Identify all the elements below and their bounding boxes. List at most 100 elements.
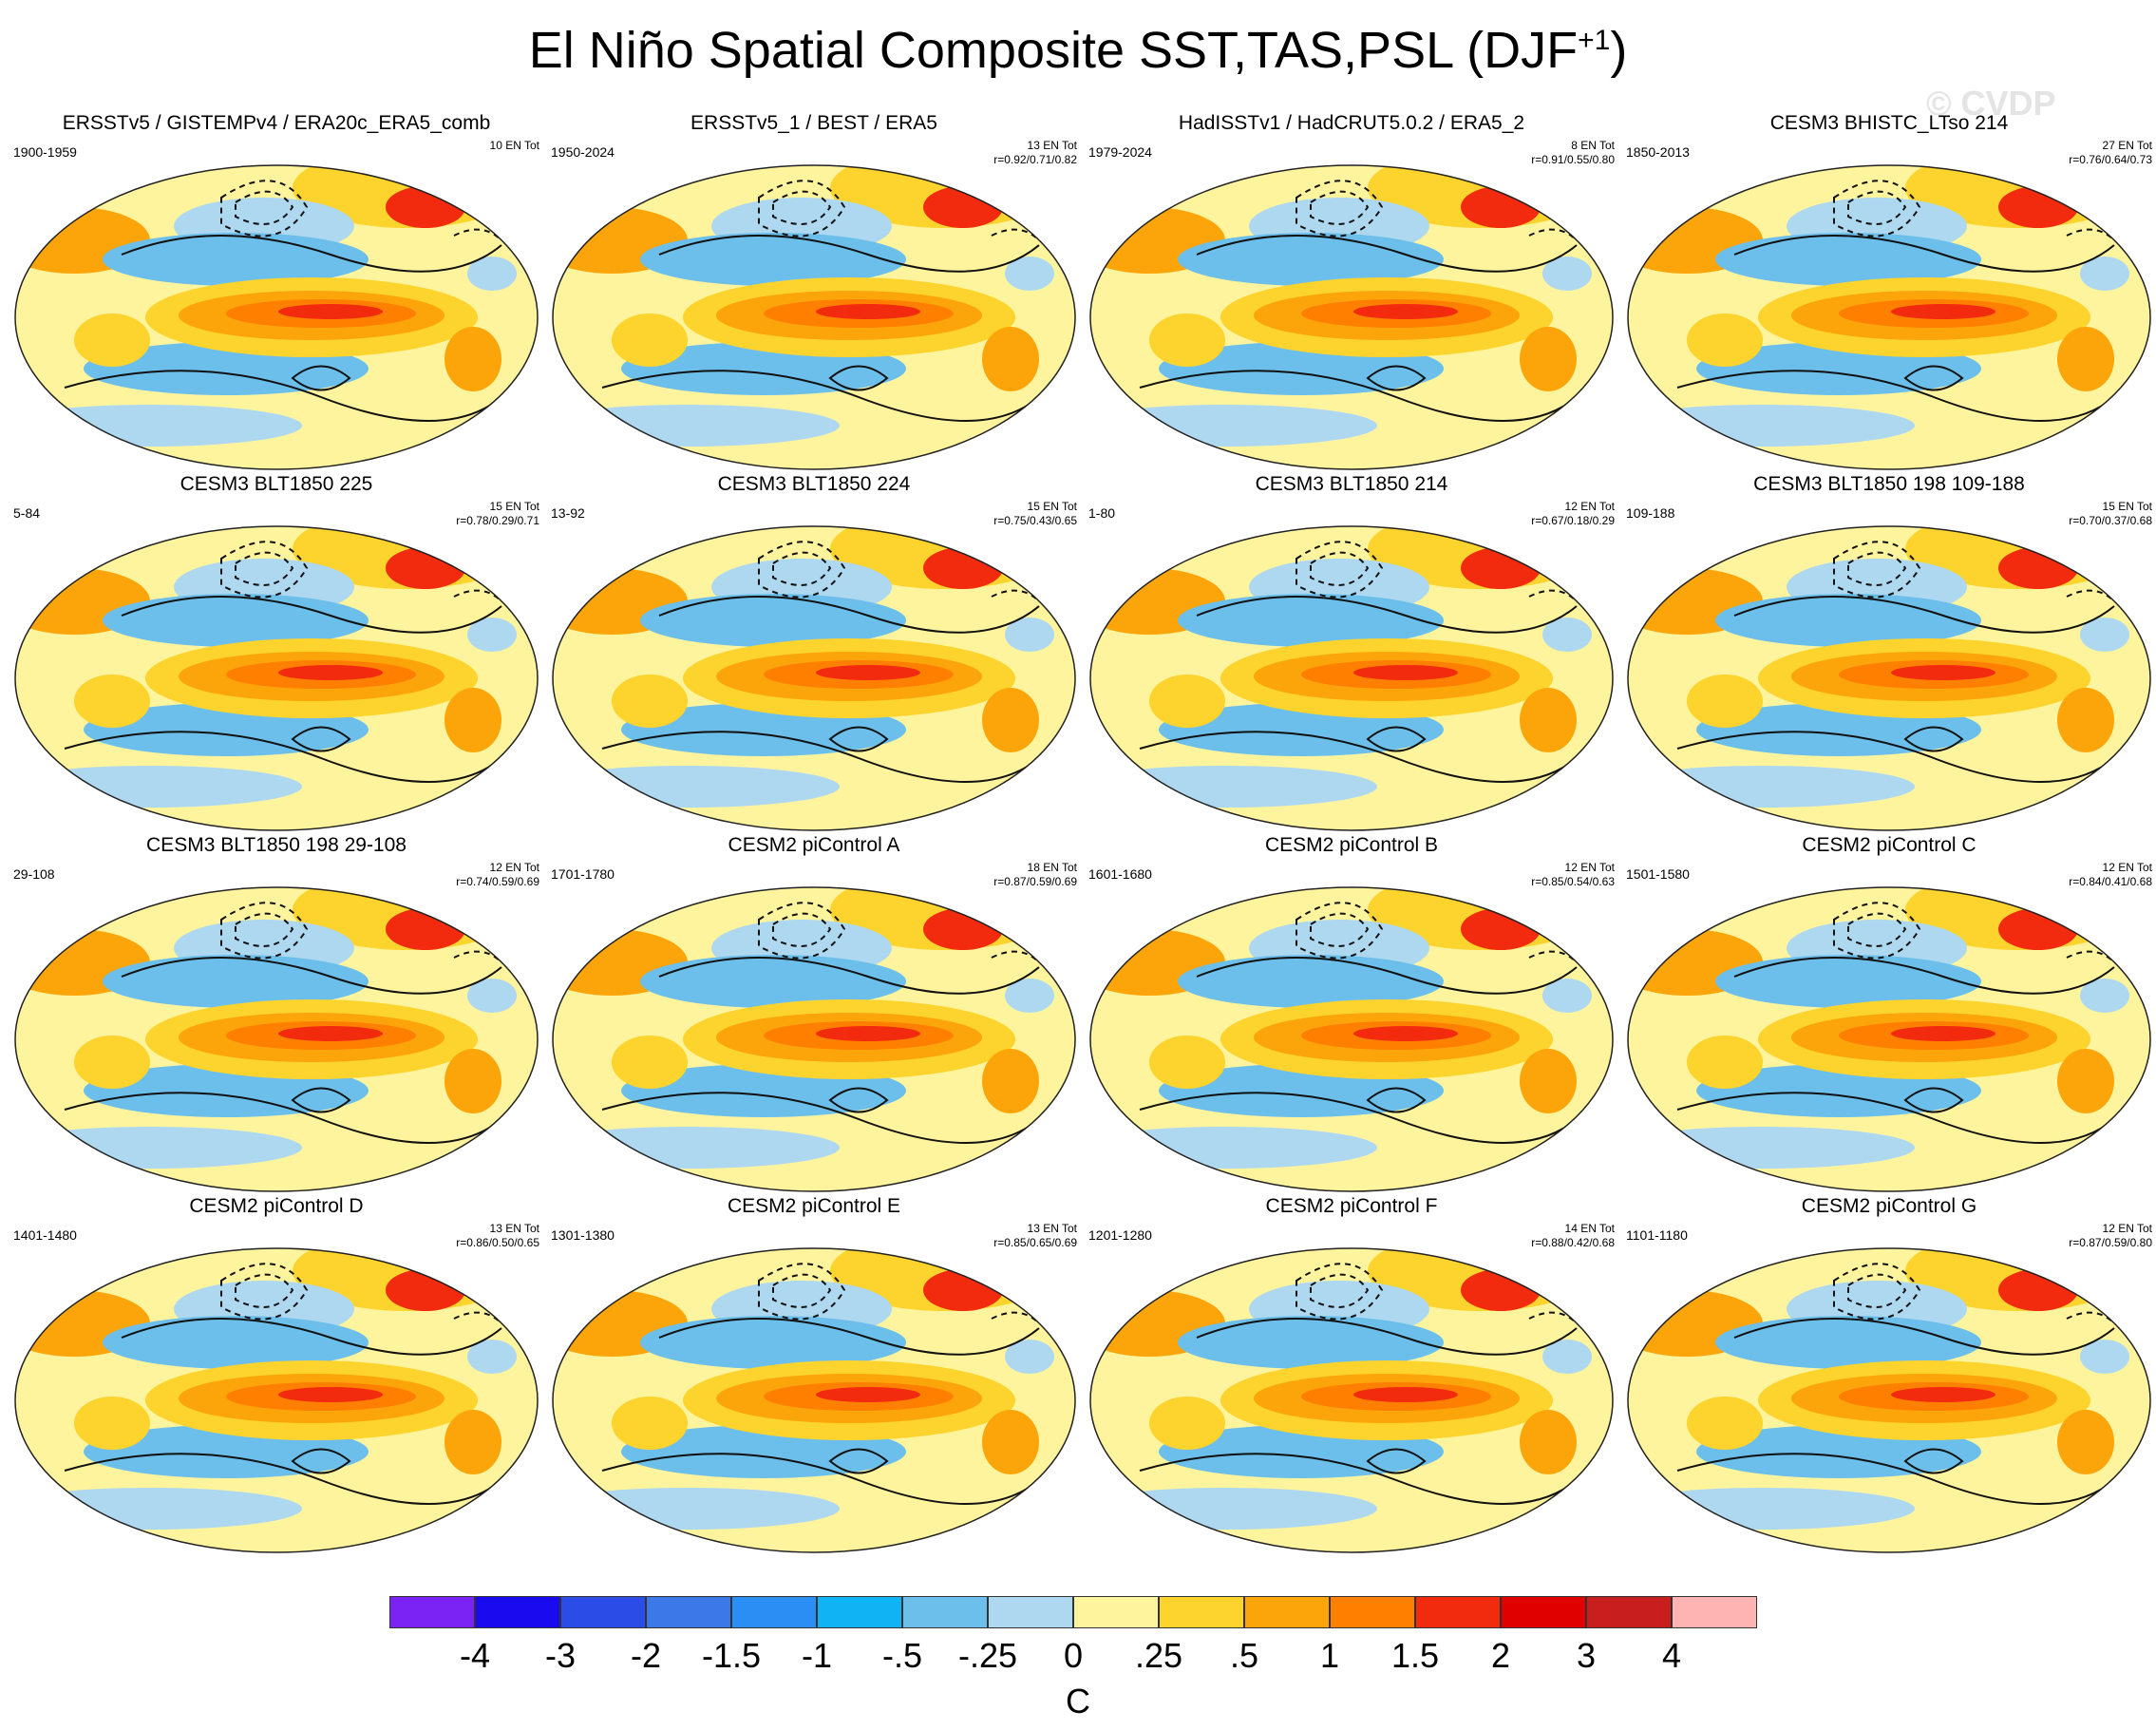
psl-positive-contour: [1196, 957, 1578, 995]
psl-positive-contour: [658, 1318, 1040, 1356]
psl-positive-contour: [658, 235, 1040, 273]
south-america-warm-zone: [982, 327, 1039, 391]
maritime-continent-warm-zone: [612, 675, 688, 728]
panel-event-count: 13 EN Tot: [489, 1222, 539, 1235]
panel-period: 109-188: [1626, 505, 1675, 521]
nino-core: [1891, 304, 1995, 319]
psl-negative-contour: [235, 912, 294, 947]
psl-negative-contour: [772, 190, 832, 225]
colorbar-swatch: [1586, 1596, 1672, 1628]
colorbar-tick-label: 1: [1319, 1636, 1340, 1675]
maritime-continent-warm-zone: [1149, 314, 1225, 367]
atlantic-cool-zone: [1005, 979, 1054, 1013]
map-outline: [1627, 1247, 2151, 1553]
panel-event-count: 12 EN Tot: [489, 861, 539, 874]
psl-negative-contour: [1295, 180, 1384, 238]
colorbar-units: C: [1066, 1682, 1090, 1720]
nino-core: [278, 665, 383, 680]
psl-negative-contour: [220, 180, 309, 238]
psl-high-contour: [828, 726, 889, 752]
south-america-warm-zone: [2057, 688, 2114, 752]
psl-high-contour: [291, 1087, 351, 1113]
psl-positive-contour: [121, 596, 502, 634]
panel-period: 1701-1780: [551, 866, 615, 882]
atlantic-cool-zone: [2080, 979, 2129, 1013]
nino-core: [816, 665, 920, 680]
world-map: [1089, 886, 1614, 1192]
colorbar-tick-label: 2: [1490, 1636, 1511, 1675]
panel-title: CESM2 piControl F: [1265, 1195, 1438, 1217]
south-america-warm-zone: [2057, 1049, 2114, 1113]
panel-event-count: 14 EN Tot: [1564, 1222, 1615, 1235]
psl-negative-contour: [220, 541, 309, 599]
colorbar-tick-label: -3: [544, 1636, 576, 1675]
map-panel: CESM2 piControl C 1501-1580 12 EN Tot r=0.8…: [1620, 834, 2156, 1193]
panel-correlation: r=0.74/0.59/0.69: [456, 875, 539, 888]
panel-correlation: r=0.87/0.59/0.80: [2069, 1236, 2152, 1249]
panel-period: 1601-1680: [1088, 866, 1152, 882]
psl-positive-contour: [1139, 1453, 1578, 1505]
panel-title: ERSSTv5_1 / BEST / ERA5: [690, 112, 937, 134]
psl-high-contour: [291, 365, 351, 391]
panel-period: 1979-2024: [1088, 144, 1152, 160]
psl-positive-contour: [1139, 731, 1578, 783]
panel-event-count: 18 EN Tot: [1027, 861, 1077, 874]
psl-positive-contour: [1733, 957, 2115, 995]
world-map: [1627, 164, 2151, 470]
panel-event-count: 12 EN Tot: [2102, 861, 2152, 874]
panel-period: 1201-1280: [1088, 1227, 1152, 1243]
southern-ocean-cool-zone: [553, 405, 840, 447]
panel-period: 1-80: [1088, 505, 1116, 521]
psl-negative-contour: [1295, 1263, 1384, 1321]
psl-positive-contour: [1733, 235, 2115, 273]
southern-ocean-cool-zone: [15, 405, 302, 447]
world-map: [1089, 164, 1614, 470]
psl-negative-contour: [758, 1263, 846, 1321]
panel-correlation: r=0.86/0.50/0.65: [456, 1236, 539, 1249]
maritime-continent-warm-zone: [612, 314, 688, 367]
maritime-continent-warm-zone: [612, 1036, 688, 1089]
world-map: [1089, 1247, 1614, 1553]
maritime-continent-warm-zone: [1149, 675, 1225, 728]
panel-title: CESM3 BLT1850 198 29-108: [146, 834, 407, 856]
south-america-warm-zone: [1520, 1410, 1577, 1474]
panel-correlation: r=0.85/0.54/0.63: [1531, 875, 1615, 888]
world-map: [1627, 525, 2151, 831]
atlantic-cool-zone: [467, 257, 517, 291]
south-america-warm-zone: [982, 1410, 1039, 1474]
panel-title: CESM2 piControl E: [727, 1195, 901, 1217]
psl-positive-contour: [601, 370, 1040, 422]
panel-event-count: 27 EN Tot: [2102, 139, 2152, 152]
psl-high-contour: [1903, 1448, 1964, 1474]
map-outline: [1089, 164, 1614, 470]
world-map: [14, 1247, 539, 1553]
psl-positive-contour: [1733, 596, 2115, 634]
panel-correlation: r=0.76/0.64/0.73: [2069, 153, 2152, 166]
map-outline: [14, 525, 539, 831]
world-map: [552, 525, 1076, 831]
map-panel: CESM3 BLT1850 198 109-188 109-188 15 EN To…: [1620, 473, 2156, 832]
psl-negative-contour: [1847, 190, 1907, 225]
colorbar: -4 -3 -2 -1.5 -1 -.5 -.25 0 .25 .5 1 1.5 2 3 4: [389, 1596, 1767, 1710]
colorbar-tick-label: 1.5: [1390, 1636, 1440, 1675]
colorbar-swatch: [389, 1596, 475, 1628]
psl-positive-contour: [1676, 370, 2115, 422]
psl-negative-contour: [1310, 912, 1370, 947]
nino-core: [1353, 1387, 1458, 1402]
south-america-warm-zone: [1520, 688, 1577, 752]
psl-negative-contour: [220, 1263, 309, 1321]
psl-high-contour: [1366, 1087, 1427, 1113]
colorbar-tick-label: 4: [1661, 1636, 1682, 1675]
panel-correlation: r=0.92/0.71/0.82: [993, 153, 1077, 166]
nino-core: [1891, 1387, 1995, 1402]
psl-positive-contour: [1139, 370, 1578, 422]
psl-negative-contour: [1833, 1263, 1921, 1321]
maritime-continent-warm-zone: [1687, 1036, 1763, 1089]
panel-title: ERSSTv5 / GISTEMPv4 / ERA20c_ERA5_comb: [62, 112, 491, 134]
colorbar-swatch: [1073, 1596, 1159, 1628]
southern-ocean-cool-zone: [553, 766, 840, 808]
psl-positive-contour: [1676, 1453, 2115, 1505]
atlantic-cool-zone: [1005, 1340, 1054, 1374]
maritime-continent-warm-zone: [74, 675, 150, 728]
maritime-continent-warm-zone: [74, 314, 150, 367]
